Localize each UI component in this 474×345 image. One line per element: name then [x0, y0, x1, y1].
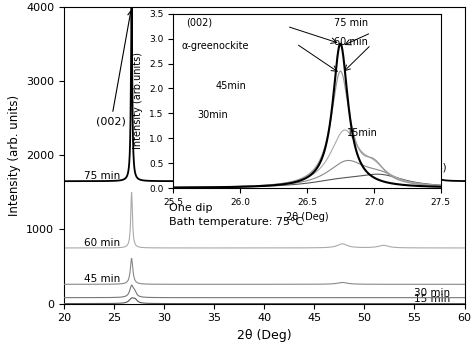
Y-axis label: Intensity (arb. units): Intensity (arb. units) — [8, 95, 20, 216]
Text: 30 min: 30 min — [414, 288, 451, 298]
Text: 45min: 45min — [216, 81, 247, 91]
X-axis label: 2θ (Deg): 2θ (Deg) — [286, 212, 328, 222]
Text: (103): (103) — [337, 162, 365, 172]
Text: 75 min: 75 min — [84, 171, 120, 181]
Text: (002): (002) — [186, 18, 212, 28]
Text: 60 min: 60 min — [84, 238, 120, 248]
Text: (004): (004) — [419, 162, 447, 176]
Text: (112): (112) — [378, 162, 406, 175]
X-axis label: 2θ (Deg): 2θ (Deg) — [237, 329, 292, 342]
Text: One dip
Bath temperature: 75°C: One dip Bath temperature: 75°C — [169, 204, 303, 227]
Text: 30min: 30min — [197, 110, 228, 120]
Text: 75 min: 75 min — [334, 18, 368, 28]
Text: 15 min: 15 min — [414, 295, 451, 305]
Text: α-greenockite: α-greenockite — [181, 41, 248, 51]
Text: 45 min: 45 min — [84, 274, 120, 284]
Text: 60 min: 60 min — [334, 37, 367, 47]
Y-axis label: Intensity (arb.units): Intensity (arb.units) — [133, 52, 143, 149]
Text: 15min: 15min — [347, 128, 378, 138]
Text: (002): (002) — [96, 11, 132, 127]
